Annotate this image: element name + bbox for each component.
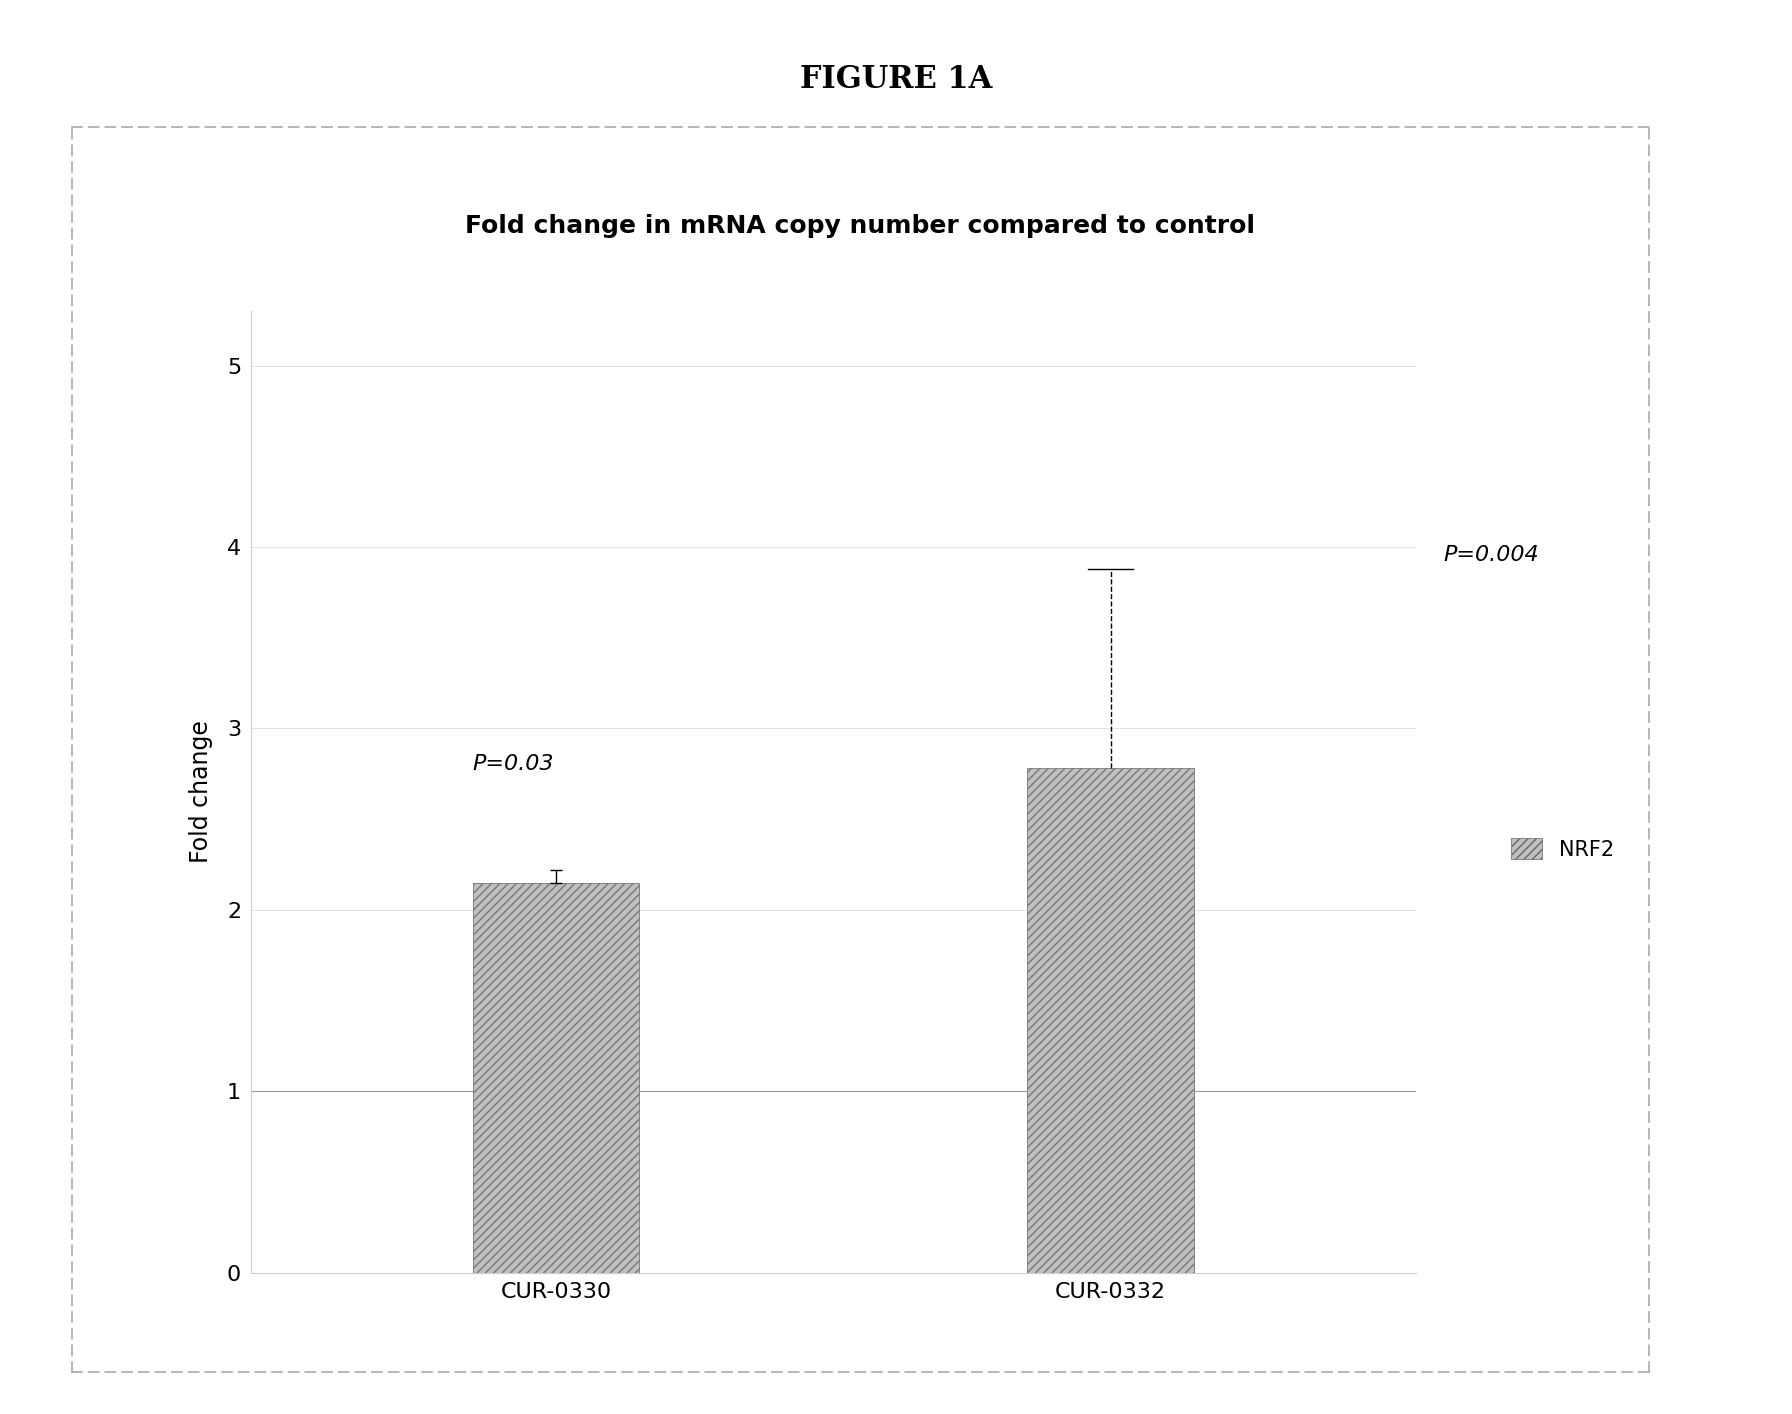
Bar (473, 882, 640, 1273)
Text: FIGURE 1A: FIGURE 1A (799, 64, 993, 95)
Text: P=0.03: P=0.03 (473, 754, 554, 773)
Bar (1027, 768, 1193, 1273)
Text: P=0.004: P=0.004 (1443, 544, 1539, 566)
Y-axis label: Fold change: Fold change (188, 720, 213, 864)
Text: Fold change in mRNA copy number compared to control: Fold change in mRNA copy number compared… (466, 215, 1254, 239)
Legend: NRF2: NRF2 (1503, 830, 1622, 868)
